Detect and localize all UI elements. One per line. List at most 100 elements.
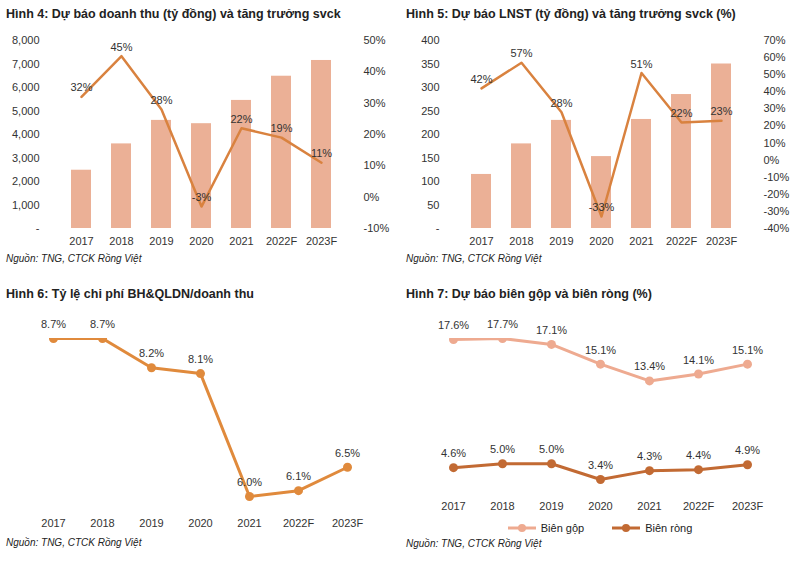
svg-text:15.1%: 15.1% <box>732 344 763 356</box>
svg-text:2020: 2020 <box>589 235 613 247</box>
svg-text:6.1%: 6.1% <box>286 470 311 482</box>
svg-text:2023F: 2023F <box>706 235 737 247</box>
svg-text:100: 100 <box>421 175 439 187</box>
svg-text:0%: 0% <box>764 154 780 166</box>
svg-text:2021: 2021 <box>629 235 653 247</box>
svg-text:8.7%: 8.7% <box>90 318 115 330</box>
svg-text:28%: 28% <box>550 97 572 109</box>
svg-text:3,000: 3,000 <box>12 152 40 164</box>
svg-text:28%: 28% <box>150 94 172 106</box>
svg-text:22%: 22% <box>230 113 252 125</box>
svg-text:2020: 2020 <box>189 235 213 247</box>
svg-text:-: - <box>436 222 440 234</box>
svg-text:2023F: 2023F <box>732 500 763 512</box>
svg-text:50%: 50% <box>364 34 386 46</box>
svg-text:400: 400 <box>421 34 439 46</box>
svg-text:20%: 20% <box>764 119 786 131</box>
svg-text:8,000: 8,000 <box>12 34 40 46</box>
svg-text:2018: 2018 <box>90 517 114 529</box>
svg-text:1,000: 1,000 <box>12 199 40 211</box>
svg-text:2017: 2017 <box>69 235 93 247</box>
svg-text:22%: 22% <box>670 107 692 119</box>
svg-text:32%: 32% <box>70 81 92 93</box>
svg-text:2022F: 2022F <box>666 235 697 247</box>
svg-text:-20%: -20% <box>764 188 790 200</box>
svg-text:5.0%: 5.0% <box>490 443 515 455</box>
svg-text:4,000: 4,000 <box>12 128 40 140</box>
svg-text:50%: 50% <box>764 68 786 80</box>
svg-text:2019: 2019 <box>549 235 573 247</box>
svg-text:2021: 2021 <box>237 517 261 529</box>
svg-text:6,000: 6,000 <box>12 81 40 93</box>
svg-text:6.0%: 6.0% <box>237 476 262 488</box>
svg-text:2018: 2018 <box>509 235 533 247</box>
svg-text:250: 250 <box>421 105 439 117</box>
svg-text:5.0%: 5.0% <box>539 443 564 455</box>
svg-text:2017: 2017 <box>441 500 465 512</box>
svg-text:8.7%: 8.7% <box>41 318 66 330</box>
svg-text:-33%: -33% <box>589 201 615 213</box>
svg-text:-10%: -10% <box>764 171 790 183</box>
svg-text:30%: 30% <box>364 97 386 109</box>
svg-text:2018: 2018 <box>490 500 514 512</box>
svg-text:23%: 23% <box>710 105 732 117</box>
svg-text:40%: 40% <box>364 65 386 77</box>
svg-text:15.1%: 15.1% <box>585 344 616 356</box>
svg-text:2020: 2020 <box>588 500 612 512</box>
svg-text:50: 50 <box>427 199 439 211</box>
svg-text:11%: 11% <box>311 147 332 159</box>
svg-text:-40%: -40% <box>764 222 790 234</box>
svg-text:2022F: 2022F <box>683 500 714 512</box>
svg-text:2017: 2017 <box>41 517 65 529</box>
svg-text:14.1%: 14.1% <box>683 354 714 366</box>
svg-text:-30%: -30% <box>764 205 790 217</box>
svg-text:19%: 19% <box>270 122 292 134</box>
svg-text:2017: 2017 <box>469 235 493 247</box>
svg-text:8.2%: 8.2% <box>139 347 164 359</box>
svg-text:10%: 10% <box>764 137 786 149</box>
svg-text:2021: 2021 <box>229 235 253 247</box>
svg-text:17.1%: 17.1% <box>536 324 567 336</box>
svg-text:150: 150 <box>421 152 439 164</box>
svg-text:10%: 10% <box>364 159 386 171</box>
svg-text:40%: 40% <box>764 85 786 97</box>
svg-text:8.1%: 8.1% <box>188 353 213 365</box>
svg-text:70%: 70% <box>764 34 786 46</box>
svg-text:57%: 57% <box>510 47 532 59</box>
svg-text:200: 200 <box>421 128 439 140</box>
svg-text:0%: 0% <box>364 191 380 203</box>
svg-text:6.5%: 6.5% <box>335 447 360 459</box>
svg-text:-3%: -3% <box>192 191 212 203</box>
svg-text:2023F: 2023F <box>332 517 363 529</box>
svg-text:5,000: 5,000 <box>12 105 40 117</box>
svg-text:4.3%: 4.3% <box>637 450 662 462</box>
svg-text:2019: 2019 <box>139 517 163 529</box>
svg-text:2022F: 2022F <box>283 517 314 529</box>
svg-text:30%: 30% <box>764 102 786 114</box>
svg-text:20%: 20% <box>364 128 386 140</box>
svg-text:45%: 45% <box>110 41 132 53</box>
svg-text:-: - <box>36 222 40 234</box>
svg-text:2019: 2019 <box>149 235 173 247</box>
svg-text:17.7%: 17.7% <box>487 318 518 330</box>
svg-text:2022F: 2022F <box>266 235 297 247</box>
svg-text:4.4%: 4.4% <box>686 449 711 461</box>
svg-text:300: 300 <box>421 81 439 93</box>
svg-text:2021: 2021 <box>637 500 661 512</box>
svg-text:-10%: -10% <box>364 222 390 234</box>
svg-text:350: 350 <box>421 58 439 70</box>
svg-text:4.9%: 4.9% <box>735 444 760 456</box>
svg-text:2023F: 2023F <box>306 235 337 247</box>
svg-text:7,000: 7,000 <box>12 58 40 70</box>
svg-text:2019: 2019 <box>539 500 563 512</box>
svg-text:17.6%: 17.6% <box>438 319 469 331</box>
svg-text:2020: 2020 <box>188 517 212 529</box>
svg-text:3.4%: 3.4% <box>588 459 613 471</box>
svg-text:60%: 60% <box>764 51 786 63</box>
svg-text:4.6%: 4.6% <box>441 447 466 459</box>
svg-text:51%: 51% <box>630 57 652 69</box>
svg-text:13.4%: 13.4% <box>634 360 665 372</box>
svg-text:42%: 42% <box>470 73 492 85</box>
svg-text:2018: 2018 <box>109 235 133 247</box>
svg-text:2,000: 2,000 <box>12 175 40 187</box>
